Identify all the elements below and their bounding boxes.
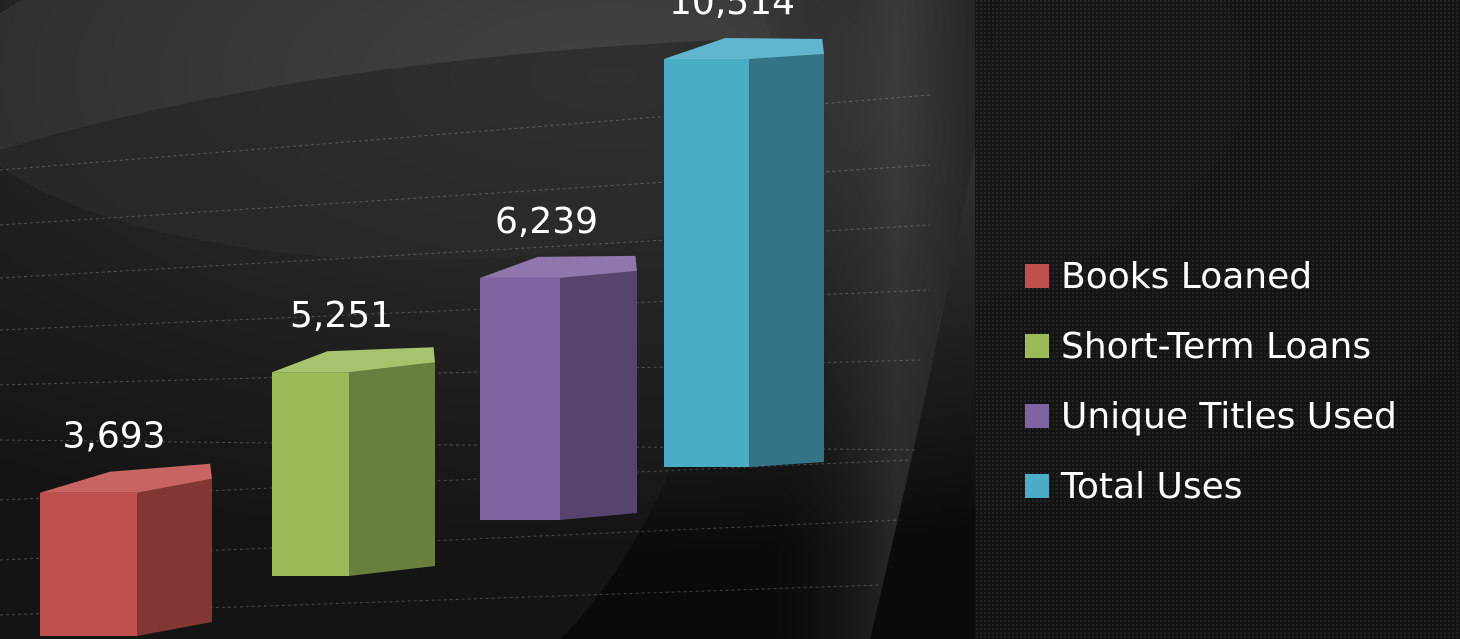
bars [40,38,824,636]
legend-item-total-uses: Total Uses [1025,458,1397,514]
value-label: 6,239 [495,201,598,242]
legend-swatch [1025,334,1049,358]
legend: Books Loaned Short-Term Loans Unique Tit… [1025,248,1397,514]
bar-front-face [480,277,560,520]
bar-front-face [664,59,749,467]
legend-label: Unique Titles Used [1061,395,1397,437]
legend-label: Books Loaned [1061,255,1313,297]
bar-3 [480,255,637,520]
legend-label: Total Uses [1061,465,1243,507]
value-label: 3,693 [62,416,165,457]
value-labels: 3,693 5,251 6,239 10,514 [62,0,795,457]
legend-item-unique-titles-used: Unique Titles Used [1025,388,1397,444]
bar-side-face [560,270,637,520]
legend-swatch [1025,404,1049,428]
bar-front-face [272,372,349,576]
bar-top-face [272,347,435,373]
legend-swatch [1025,264,1049,288]
bar-side-face [749,54,824,467]
legend-swatch [1025,474,1049,498]
bar-side-face [137,478,212,636]
bar-2 [272,347,435,576]
bar-1 [40,463,212,636]
legend-label: Short-Term Loans [1061,325,1372,367]
legend-item-short-term-loans: Short-Term Loans [1025,318,1397,374]
bar-top-face [40,463,212,493]
value-label: 10,514 [669,0,795,23]
bar-4 [664,38,824,467]
legend-item-books-loaned: Books Loaned [1025,248,1397,304]
value-label: 5,251 [290,295,393,336]
bar-top-face [480,255,637,278]
bar-side-face [349,362,435,576]
bar-top-face [664,38,824,59]
bar-front-face [40,492,137,636]
